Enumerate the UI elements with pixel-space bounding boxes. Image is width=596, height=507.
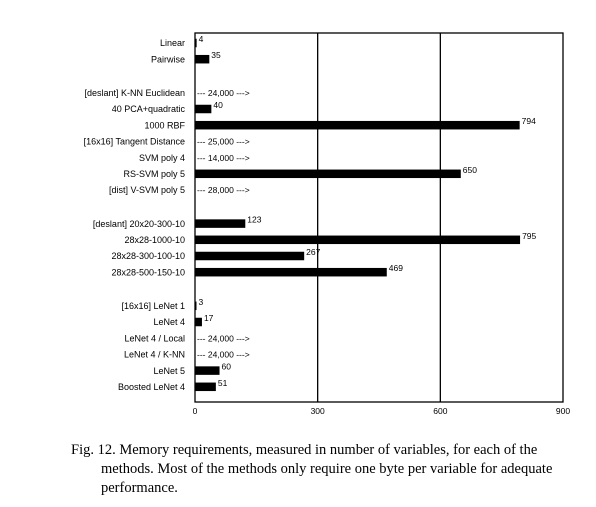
category-label: [deslant] 20x20-300-10 [93, 219, 185, 229]
category-label: LeNet 5 [153, 366, 185, 376]
bar [195, 54, 210, 64]
bar [195, 301, 197, 311]
x-tick-label: 600 [433, 406, 447, 416]
category-label: [deslant] K-NN Euclidean [84, 88, 185, 98]
bar [195, 382, 216, 392]
data-label: 650 [463, 165, 477, 175]
bar [195, 366, 220, 375]
category-label: 40 PCA+quadratic [112, 104, 186, 114]
data-label: 51 [218, 378, 228, 388]
category-label: SVM poly 4 [139, 153, 185, 163]
x-tick-label: 900 [556, 406, 570, 416]
data-label: 17 [204, 313, 214, 323]
category-label: Boosted LeNet 4 [118, 382, 185, 392]
x-tick-label: 300 [311, 406, 325, 416]
data-label: 35 [211, 50, 221, 60]
data-label: 4 [199, 34, 204, 44]
bar [195, 219, 246, 228]
category-label: [16x16] Tangent Distance [84, 137, 185, 147]
data-label: 795 [522, 231, 536, 241]
bar [195, 104, 212, 114]
offscale-value-label: --- 24,000 ---> [197, 333, 250, 343]
data-label: 40 [213, 100, 223, 110]
offscale-value-label: --- 14,000 ---> [197, 153, 250, 163]
category-label: LeNet 4 [153, 317, 185, 327]
figure-caption: Fig. 12. Memory requirements, measured i… [71, 442, 553, 496]
category-label: RS-SVM poly 5 [123, 169, 185, 179]
category-label: [dist] V-SVM poly 5 [109, 185, 185, 195]
category-label: [16x16] LeNet 1 [121, 301, 185, 311]
category-label: LeNet 4 / Local [124, 333, 185, 343]
bar [195, 317, 202, 327]
x-tick-label: 0 [193, 406, 198, 416]
category-label: Linear [160, 38, 185, 48]
offscale-value-label: --- 28,000 ---> [197, 185, 250, 195]
bar [195, 267, 387, 277]
data-label: 60 [222, 362, 232, 372]
category-label: 28x28-500-150-10 [111, 267, 185, 277]
category-label: 1000 RBF [144, 120, 185, 130]
plot-frame [194, 32, 564, 403]
bar [195, 38, 197, 48]
data-label: 469 [389, 263, 403, 273]
bar [195, 235, 521, 245]
category-label: 28x28-1000-10 [124, 235, 185, 245]
data-label: 123 [247, 215, 261, 225]
bar [195, 120, 520, 130]
bar [195, 169, 461, 179]
bar [195, 251, 305, 261]
category-label: LeNet 4 / K-NN [124, 350, 185, 360]
category-label: 28x28-300-100-10 [111, 251, 185, 261]
offscale-value-label: --- 24,000 ---> [197, 88, 250, 98]
data-label: 267 [306, 247, 320, 257]
category-label: Pairwise [151, 54, 185, 64]
data-label: 794 [522, 116, 536, 126]
offscale-value-label: --- 25,000 ---> [197, 137, 250, 147]
memory-bar-chart: 0 300 600 900 Linear 4 Pairwise 35 [deslant] K-N… [84, 32, 570, 416]
data-label: 3 [199, 297, 204, 307]
offscale-value-label: --- 24,000 ---> [197, 350, 250, 360]
